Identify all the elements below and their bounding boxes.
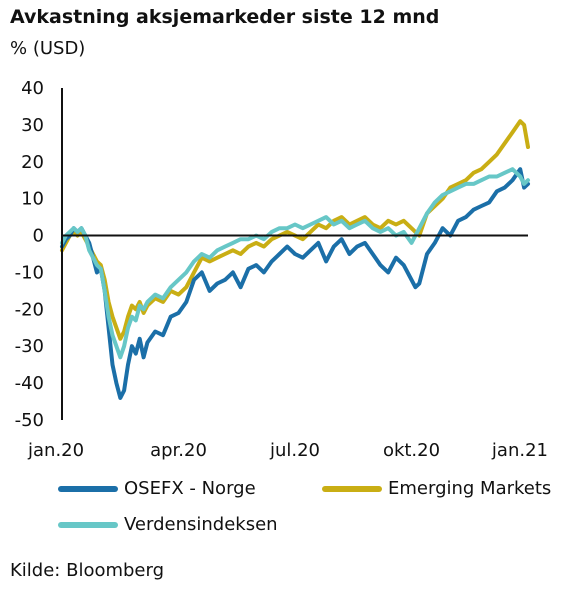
y-tick-label: -10	[15, 262, 44, 283]
x-tick-label: jan.21	[491, 440, 548, 461]
source-note: Kilde: Bloomberg	[10, 560, 165, 581]
series-line-osefx	[60, 167, 530, 400]
y-axis-unit: % (USD)	[10, 38, 86, 59]
y-tick-label: 0	[33, 226, 44, 247]
y-tick-label: -30	[15, 336, 44, 357]
series-line-world	[60, 167, 530, 360]
x-tick-label: jan.20	[27, 440, 84, 461]
y-tick-label: 30	[21, 115, 44, 136]
y-tick-label: -20	[15, 299, 44, 320]
y-axis-ticks: 40 30 20 10 0 -10 -20 -30 -40 -50	[15, 78, 44, 431]
x-axis-ticks: jan.20 apr.20 jul.20 okt.20 jan.21	[27, 440, 548, 461]
series-layer	[60, 119, 530, 400]
x-tick-label: apr.20	[150, 440, 207, 461]
x-tick-label: jul.20	[269, 440, 320, 461]
y-tick-label: -40	[15, 373, 44, 394]
x-tick-label: okt.20	[383, 440, 440, 461]
series-line-em	[60, 119, 530, 341]
chart-title: Avkastning aksjemarkeder siste 12 mnd	[10, 6, 440, 28]
y-tick-label: 20	[21, 152, 44, 173]
y-tick-label: -50	[15, 410, 44, 431]
y-tick-label: 40	[21, 78, 44, 99]
y-tick-label: 10	[21, 189, 44, 210]
